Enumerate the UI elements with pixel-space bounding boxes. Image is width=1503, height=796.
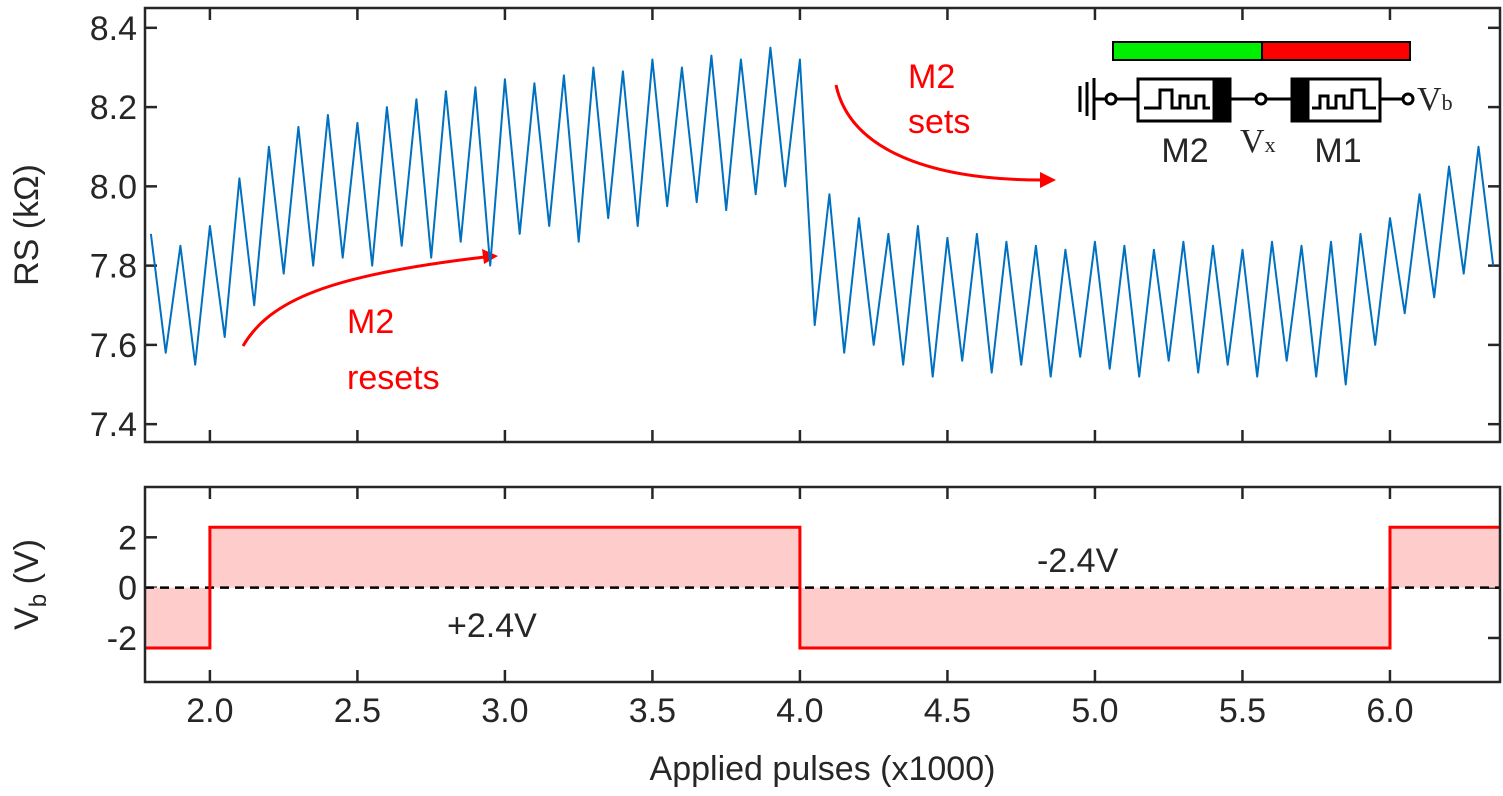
circuit: [1078, 77, 1415, 123]
x-tick-label: 4.0: [776, 692, 823, 730]
y-label-sub: b: [25, 594, 52, 607]
arrow: [834, 84, 1043, 182]
plot-frame: [143, 6, 1502, 444]
y-tick-label: 7.6: [90, 327, 137, 365]
x-tick-label: 5.0: [1071, 692, 1118, 730]
arrowhead: [1040, 172, 1056, 188]
y-tick-label: 8.2: [90, 89, 137, 127]
step-line: [145, 525, 1500, 650]
x-tick-label: 3.5: [629, 692, 676, 730]
inset-label: M2: [1161, 132, 1208, 170]
vb-main: V: [1417, 81, 1442, 118]
y-tick-label: 0: [118, 570, 137, 608]
annotation-line: M2: [908, 58, 955, 96]
annotation: M2: [908, 58, 955, 96]
red-bar: [1261, 41, 1411, 61]
x-tick-label: 6.0: [1366, 692, 1413, 730]
panel: 7.4 7.6 7.8 8.0 8.2 8.4 RS (kΩ) M2 resets M2 sets: [8, 6, 1502, 444]
x-tick-label: 3.0: [481, 692, 528, 730]
annotation-line: resets: [347, 359, 440, 397]
vx-label: Vx: [1240, 123, 1276, 160]
y-tick-label: 8.0: [90, 168, 137, 206]
annotation: M2: [347, 303, 394, 341]
y-label-unit: (V): [8, 539, 46, 594]
vb-label: Vb: [1417, 81, 1453, 118]
panel: -2 0 2 2.0 2.5 3.0 3.5 4.0 4.5 5.0 5.5 6.0 Vb (V) App…: [8, 485, 1502, 788]
inset-label: M1: [1314, 132, 1361, 170]
vx-sub: x: [1265, 132, 1276, 157]
circuit-inset: M2 M1 Vx Vb: [1078, 41, 1453, 170]
x-tick-label: 4.5: [924, 692, 971, 730]
y-tick-label: 2: [118, 519, 137, 557]
y-axis-label: Vb (V): [8, 539, 52, 630]
annotation: resets: [347, 359, 440, 397]
annotation: +2.4V: [447, 607, 537, 645]
annotation-line: M2: [347, 303, 394, 341]
x-tick-label: 5.5: [1219, 692, 1266, 730]
y-tick-label: -2: [107, 620, 137, 658]
line: [149, 46, 1495, 386]
y-tick-label: 7.4: [90, 406, 137, 444]
vx-main: V: [1240, 123, 1265, 160]
vb-sub: b: [1442, 90, 1453, 115]
green-bar: [1112, 41, 1263, 61]
annotation: -2.4V: [1037, 542, 1119, 580]
arrow: [241, 255, 486, 347]
plot-frame: [143, 485, 1502, 684]
y-axis-label: RS (kΩ): [8, 164, 46, 286]
x-axis-label: Applied pulses (x1000): [650, 750, 996, 788]
y-label-main: V: [8, 607, 46, 630]
x-tick-label: 2.0: [186, 692, 233, 730]
x-tick-label: 2.5: [334, 692, 381, 730]
annotation: sets: [908, 103, 970, 141]
y-tick-label: 8.4: [90, 10, 137, 48]
y-tick-label: 7.8: [90, 248, 137, 286]
annotation-line: sets: [908, 103, 970, 141]
